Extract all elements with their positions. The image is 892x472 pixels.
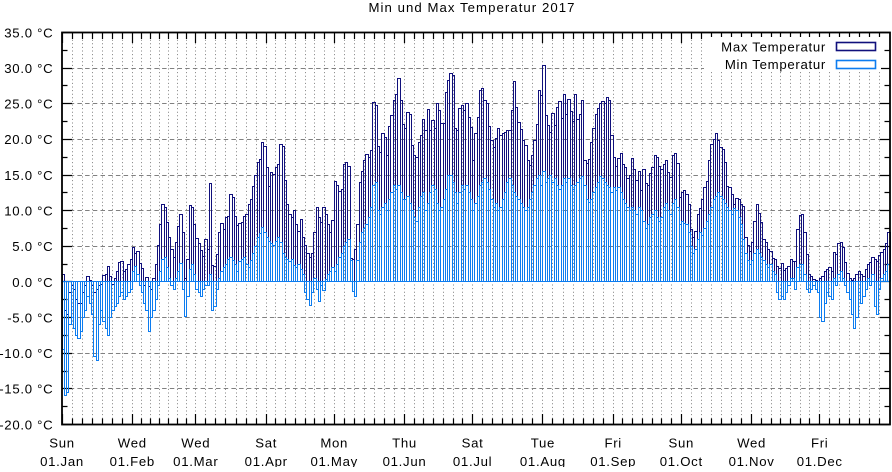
svg-text:Thu: Thu [392, 436, 417, 451]
svg-text:01.Sep: 01.Sep [590, 454, 636, 467]
svg-text:Tue: Tue [531, 436, 555, 451]
svg-text:Sun: Sun [49, 436, 75, 451]
svg-text:01.Mar: 01.Mar [173, 454, 218, 467]
svg-text:Max Temperatur: Max Temperatur [721, 39, 826, 54]
svg-text:01.Feb: 01.Feb [110, 454, 155, 467]
svg-text:5.0 °C: 5.0 °C [12, 239, 53, 254]
svg-text:-10.0 °C: -10.0 °C [0, 346, 53, 361]
svg-text:-20.0 °C: -20.0 °C [0, 417, 53, 432]
svg-text:01.Jul: 01.Jul [453, 454, 492, 467]
svg-text:01.Apr: 01.Apr [245, 454, 288, 467]
svg-text:01.Jan: 01.Jan [40, 454, 84, 467]
svg-text:Min Temperatur: Min Temperatur [725, 57, 826, 72]
svg-text:Wed: Wed [737, 436, 766, 451]
svg-text:01.Nov: 01.Nov [729, 454, 775, 467]
svg-text:Sat: Sat [255, 436, 277, 451]
svg-text:-5.0 °C: -5.0 °C [7, 310, 53, 325]
svg-text:10.0 °C: 10.0 °C [4, 203, 53, 218]
svg-text:01.May: 01.May [310, 454, 357, 467]
svg-text:Min und Max Temperatur 2017: Min und Max Temperatur 2017 [369, 0, 576, 15]
svg-text:30.0 °C: 30.0 °C [4, 61, 53, 76]
svg-text:01.Oct: 01.Oct [660, 454, 703, 467]
svg-text:01.Dec: 01.Dec [797, 454, 843, 467]
svg-text:15.0 °C: 15.0 °C [4, 168, 53, 183]
svg-text:Wed: Wed [181, 436, 210, 451]
svg-text:01.Jun: 01.Jun [383, 454, 427, 467]
svg-text:35.0 °C: 35.0 °C [4, 25, 53, 40]
svg-text:01.Aug: 01.Aug [520, 454, 566, 467]
svg-text:0.0 °C: 0.0 °C [12, 275, 53, 290]
svg-text:Wed: Wed [118, 436, 147, 451]
svg-text:Fri: Fri [811, 436, 828, 451]
svg-text:-15.0 °C: -15.0 °C [0, 382, 53, 397]
svg-text:20.0 °C: 20.0 °C [4, 132, 53, 147]
svg-text:Mon: Mon [320, 436, 348, 451]
svg-text:Sun: Sun [669, 436, 695, 451]
svg-text:25.0 °C: 25.0 °C [4, 97, 53, 112]
svg-text:Sat: Sat [462, 436, 484, 451]
svg-text:Fri: Fri [604, 436, 621, 451]
